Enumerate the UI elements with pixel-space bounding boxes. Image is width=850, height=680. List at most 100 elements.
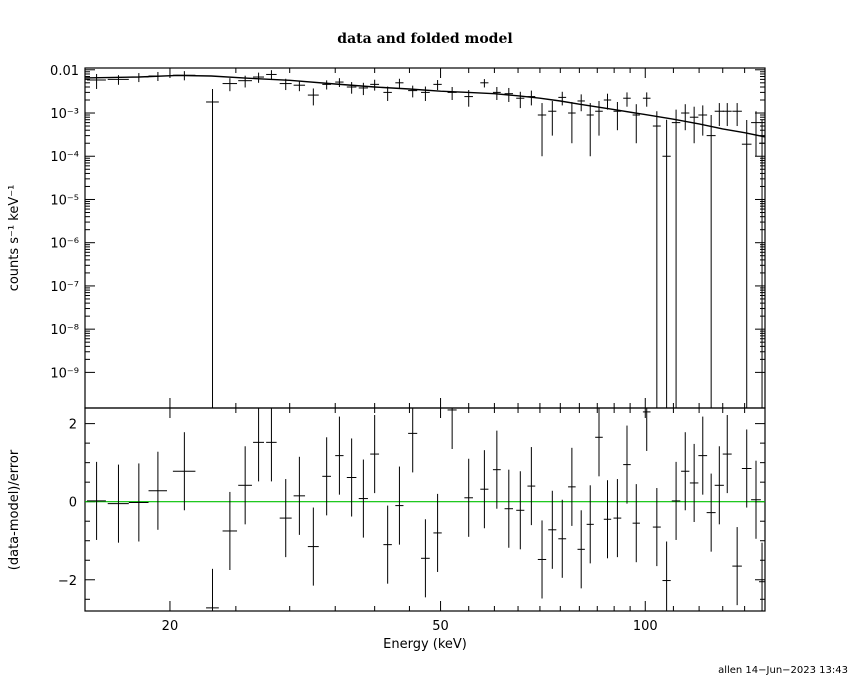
residual-point [632,484,640,563]
data-point [447,86,457,101]
data-point [253,72,265,83]
data-point [383,86,392,101]
top-y-axis-label: counts s⁻¹ keV⁻¹ [7,185,22,292]
x-tick-label: 50 [432,619,449,634]
residual-point [322,437,331,516]
residual-point [408,408,418,473]
data-point [222,78,238,92]
data-point [759,119,765,408]
residual-point [307,507,319,586]
data-point [671,109,681,408]
model-line [84,74,766,138]
data-point [516,91,525,109]
x-tick-label: 20 [162,619,179,634]
residual-point [238,446,252,525]
data-point [293,80,306,92]
residual-point [751,460,761,539]
data-point [586,103,594,157]
data-point [741,119,752,408]
residual-point [537,520,547,599]
residual-point [464,458,473,537]
residual-point [253,408,265,482]
residual-point [447,408,457,449]
data-point [408,85,418,98]
residual-point [335,416,344,495]
data-point [558,91,567,106]
top-y-tick-label: 10⁻⁴ [50,150,79,165]
data-point [537,103,547,157]
residual-point [433,493,442,572]
data-point [603,93,612,110]
data-point [689,106,699,144]
top-panel-frame [84,67,766,409]
residual-point [732,527,742,606]
residual-point [148,451,167,530]
bottom-y-tick-label: 0 [69,496,77,511]
bottom-panel-frame [84,407,766,612]
top-y-tick-label: 10⁻³ [50,107,79,122]
data-point [577,94,585,112]
data-point [613,101,622,131]
data-point [568,101,576,144]
residual-point [516,471,525,550]
data-point [623,92,631,107]
residual-point [206,568,219,611]
residual-point [741,429,752,508]
top-y-tick-label: 10⁻⁶ [50,237,79,252]
residual-point [681,432,690,511]
residual-point [266,408,277,482]
residual-point [623,425,631,504]
residual-point [595,408,603,477]
data-point [662,119,671,408]
data-point [395,78,404,88]
top-y-tick-label: 10⁻⁹ [50,366,79,381]
data-point [86,73,106,89]
data-point [652,111,661,408]
data-point [751,111,761,157]
residual-point [172,432,196,511]
x-axis-label: Energy (keV) [383,637,467,652]
residual-point [492,430,501,509]
residual-point [568,447,576,526]
data-point [632,104,640,144]
residual-point [586,485,594,564]
residual-point [671,461,681,540]
residual-point [698,416,708,495]
residual-point [759,542,765,611]
residual-point [128,463,149,542]
residual-point [293,456,306,535]
data-point [642,92,651,107]
residual-point [421,519,430,598]
data-point [480,79,489,88]
residual-point [603,480,612,559]
residual-point [504,469,513,548]
data-point [206,88,219,408]
residual-point [395,466,404,545]
chart-title: data and folded model [337,31,512,47]
residual-point [358,459,368,538]
data-point [335,78,344,87]
residual-point [558,499,567,578]
residual-point [706,473,716,552]
data-point [370,79,380,91]
bottom-y-tick-label: 2 [69,418,77,433]
residual-point [346,438,357,517]
residual-point [527,447,536,526]
footer-stamp: allen 14−Jun−2023 13:43 [718,665,848,676]
data-point [722,103,732,127]
data-point [307,88,319,106]
residual-point [577,510,585,589]
residual-point [642,408,651,451]
residual-point [279,479,292,558]
residual-point [548,490,557,569]
data-point [732,103,742,127]
residual-point [86,461,106,540]
bottom-y-axis-label: (data-model)/error [7,449,22,570]
residual-point [107,464,129,543]
data-point [358,82,368,96]
residual-point [370,415,380,494]
data-point [322,80,331,90]
residual-point [714,446,724,525]
residual-point [689,443,699,522]
